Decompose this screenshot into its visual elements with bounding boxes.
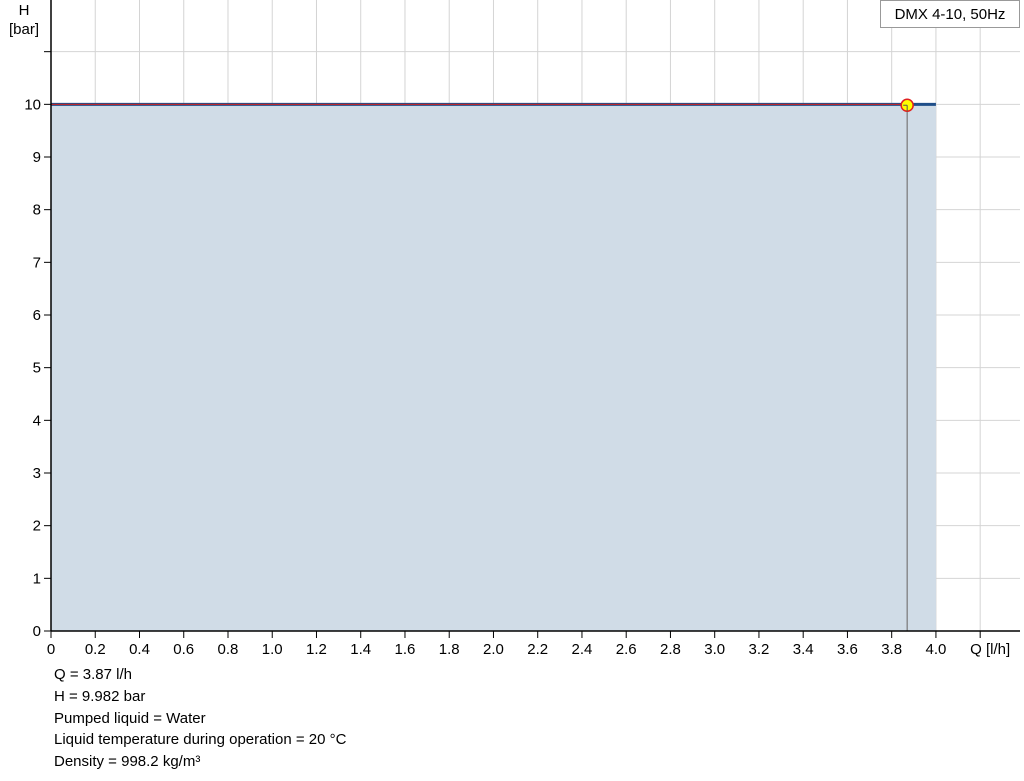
x-tick-label: 1.2 xyxy=(306,641,327,658)
info-flow: Q = 3.87 l/h xyxy=(54,666,132,683)
x-tick-label: 1.8 xyxy=(439,641,460,658)
y-axis-label: H xyxy=(19,2,30,19)
y-tick-label: 8 xyxy=(33,202,41,219)
x-tick-label: 2.6 xyxy=(616,641,637,658)
x-tick-label: 3.4 xyxy=(793,641,814,658)
x-tick-label: 4.0 xyxy=(926,641,947,658)
x-tick-label: 3.8 xyxy=(881,641,902,658)
x-tick-label: 2.4 xyxy=(572,641,593,658)
y-tick-label: 6 xyxy=(33,307,41,324)
operating-area xyxy=(51,104,936,632)
x-tick-label: 0.8 xyxy=(218,641,239,658)
info-liquid: Pumped liquid = Water xyxy=(54,709,206,727)
x-axis-label: Q [l/h] xyxy=(970,641,1010,658)
y-tick-label: 10 xyxy=(24,96,41,113)
y-tick-label: 2 xyxy=(33,518,41,535)
x-tick-label: 1.4 xyxy=(350,641,371,658)
info-density: Density = 998.2 kg/m³ xyxy=(54,753,201,771)
y-tick-label: 0 xyxy=(33,623,41,640)
x-tick-label: 1.0 xyxy=(262,641,283,658)
y-tick-label: 3 xyxy=(33,465,41,482)
x-tick-label: 1.6 xyxy=(395,641,416,658)
info-head: H = 9.982 bar xyxy=(54,687,146,705)
y-tick-label: 9 xyxy=(33,149,41,166)
x-tick-label: 3.6 xyxy=(837,641,858,658)
x-tick-label: 3.0 xyxy=(704,641,725,658)
x-tick-label: 0 xyxy=(47,641,55,658)
legend-label: DMX 4-10, 50Hz xyxy=(894,6,1006,23)
x-tick-label: 2.2 xyxy=(527,641,548,658)
x-tick-label: 2.0 xyxy=(483,641,504,658)
y-tick-label: 7 xyxy=(33,254,41,271)
x-tick-label: 3.2 xyxy=(749,641,770,658)
y-tick-label: 4 xyxy=(33,412,41,429)
duty-point-crosshair xyxy=(903,104,908,112)
y-tick-label: 5 xyxy=(33,360,41,377)
x-tick-label: 0.6 xyxy=(173,641,194,658)
x-tick-label: 0.2 xyxy=(85,641,106,658)
legend-box: DMX 4-10, 50Hz xyxy=(880,0,1020,28)
info-temperature: Liquid temperature during operation = 20… xyxy=(54,731,347,749)
y-tick-label: 1 xyxy=(33,570,41,587)
y-axis-unit: [bar] xyxy=(9,21,39,38)
duty-point-info: Q = 3.87 l/h H = 9.982 bar Pumped liquid… xyxy=(54,664,346,773)
x-tick-label: 2.8 xyxy=(660,641,681,658)
x-tick-label: 0.4 xyxy=(129,641,150,658)
